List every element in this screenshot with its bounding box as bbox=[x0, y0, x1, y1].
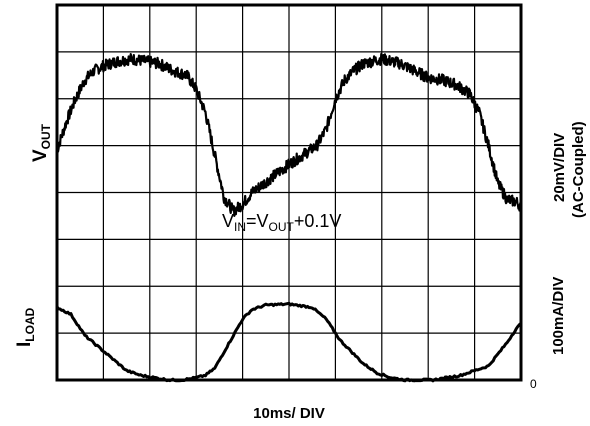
vout-axis-label: VOUT bbox=[30, 123, 53, 162]
annotation-vout: V bbox=[257, 211, 269, 231]
annotation-vin-sub: IN bbox=[234, 220, 246, 234]
vout-label-sub: OUT bbox=[39, 123, 53, 149]
vout-trace bbox=[55, 52, 522, 217]
iload-label-sub: LOAD bbox=[23, 307, 37, 341]
vout-label-main: V bbox=[30, 149, 51, 162]
annotation-equals: = bbox=[246, 211, 257, 231]
iload-axis-label: ILOAD bbox=[14, 307, 37, 347]
vin-annotation: VIN=VOUT+0.1V bbox=[222, 211, 341, 234]
scope-grid bbox=[57, 5, 521, 380]
iload-label-main: I bbox=[14, 342, 35, 347]
annotation-vin: V bbox=[222, 211, 234, 231]
zero-level-label: 0 bbox=[530, 377, 537, 391]
annotation-vout-sub: OUT bbox=[269, 220, 295, 234]
annotation-tail: +0.1V bbox=[294, 211, 342, 231]
ac-coupled-label: (AC-Coupled) bbox=[570, 121, 587, 218]
iload-scale-label: 100mA/DIV bbox=[550, 277, 567, 355]
x-axis-label: 10ms/ DIV bbox=[253, 405, 325, 422]
vout-scale-label: 20mV/DIV bbox=[551, 133, 568, 202]
plot-frame bbox=[55, 3, 523, 382]
